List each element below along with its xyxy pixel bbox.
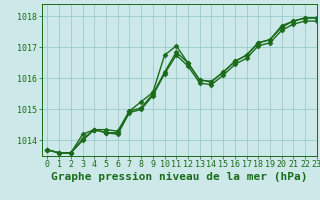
X-axis label: Graphe pression niveau de la mer (hPa): Graphe pression niveau de la mer (hPa)	[51, 172, 308, 182]
